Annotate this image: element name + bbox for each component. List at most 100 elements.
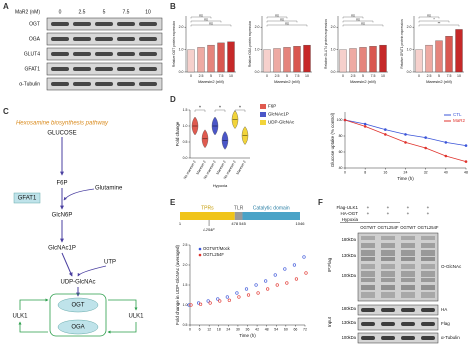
mutation-label: L254F bbox=[203, 227, 215, 232]
bar bbox=[263, 49, 271, 73]
row-label: α-Tubulin bbox=[19, 81, 40, 87]
point bbox=[294, 277, 299, 281]
x-tick-label: 18 bbox=[217, 327, 221, 331]
x-tick-label: 10 bbox=[457, 74, 461, 78]
point bbox=[363, 125, 367, 128]
x-tick-label: 7.5 bbox=[447, 74, 452, 78]
x-tick-label: 60 bbox=[284, 327, 288, 331]
band bbox=[73, 37, 91, 41]
point bbox=[235, 291, 239, 295]
marker-label: 180kDa bbox=[342, 237, 357, 242]
group-label: OGTL254F bbox=[418, 225, 439, 230]
smear bbox=[401, 292, 415, 298]
arrow bbox=[77, 265, 107, 277]
sign: + bbox=[387, 205, 390, 210]
x-tick-label: Maresin 2 bbox=[236, 160, 247, 175]
legend-swatch bbox=[260, 104, 266, 109]
y-tick-label: 0.0 bbox=[183, 156, 188, 160]
bar bbox=[293, 46, 301, 73]
band bbox=[139, 22, 157, 26]
blot bbox=[357, 317, 439, 331]
node: F6P bbox=[56, 181, 67, 187]
domain-label: TPRs bbox=[201, 205, 214, 211]
x-tick-label: 10 bbox=[381, 74, 385, 78]
point bbox=[225, 295, 229, 299]
bar bbox=[455, 29, 463, 73]
bar bbox=[187, 49, 195, 73]
y-axis-label: Relative GLUT4 protein expression bbox=[324, 19, 328, 69]
node: GlcN6P bbox=[52, 213, 73, 219]
band bbox=[117, 67, 135, 71]
smear bbox=[361, 236, 375, 240]
annotation: * bbox=[433, 18, 435, 22]
band bbox=[381, 308, 395, 312]
smear bbox=[381, 271, 395, 277]
bar bbox=[435, 40, 443, 73]
y-tick-label: 0.0 bbox=[179, 70, 184, 74]
smear bbox=[381, 243, 395, 248]
smear bbox=[361, 243, 375, 248]
x-tick-label: 2.5 bbox=[351, 74, 356, 78]
node: OGT bbox=[72, 303, 85, 309]
point bbox=[404, 133, 407, 136]
smear bbox=[421, 243, 435, 248]
domain bbox=[234, 212, 243, 220]
smear bbox=[401, 243, 415, 248]
smear bbox=[401, 257, 415, 261]
row-label: HA-OGT bbox=[341, 211, 359, 216]
y-tick-label: 1.5 bbox=[183, 283, 188, 287]
smear bbox=[421, 278, 435, 282]
legend-label: CTL bbox=[453, 112, 462, 117]
point bbox=[304, 271, 308, 275]
band bbox=[51, 67, 69, 71]
node: ULK1 bbox=[12, 314, 28, 320]
lane-label: 5 bbox=[103, 9, 106, 15]
y-tick-label: 80 bbox=[339, 134, 343, 138]
x-tick-label: 48 bbox=[464, 170, 468, 174]
arrow bbox=[18, 321, 48, 333]
sign: + bbox=[427, 205, 430, 210]
band bbox=[421, 336, 435, 340]
band bbox=[95, 67, 113, 71]
point bbox=[266, 287, 270, 291]
y-tick-label: 0.5 bbox=[183, 323, 188, 327]
panel-label: F bbox=[318, 198, 323, 207]
position-label: 1 bbox=[179, 221, 182, 226]
point bbox=[292, 263, 297, 267]
x-tick-label: 5 bbox=[362, 74, 364, 78]
bracket bbox=[266, 16, 288, 19]
y-tick-label: 0.0 bbox=[255, 70, 260, 74]
arrow bbox=[61, 252, 73, 277]
band bbox=[117, 52, 135, 56]
x-tick-label: 24 bbox=[404, 170, 408, 174]
y-tick-label: 2.0 bbox=[255, 25, 260, 29]
bracket bbox=[234, 109, 246, 112]
sign: + bbox=[367, 211, 370, 216]
legend-label: GlcNAc1P bbox=[268, 112, 289, 117]
point bbox=[444, 154, 448, 158]
smear bbox=[421, 285, 435, 290]
x-tick-label: 10 bbox=[229, 74, 233, 78]
point bbox=[384, 128, 387, 131]
x-tick-label: 7.5 bbox=[371, 74, 376, 78]
point bbox=[283, 267, 287, 271]
bar bbox=[217, 42, 225, 73]
arrow bbox=[19, 298, 49, 310]
x-tick-label: 8 bbox=[364, 170, 366, 174]
y-axis-label: Glucose uptake (% control) bbox=[330, 112, 335, 167]
blot bbox=[357, 304, 439, 316]
panel-label: D bbox=[170, 95, 176, 104]
annotation: ns bbox=[427, 14, 431, 18]
point bbox=[424, 146, 427, 150]
bar bbox=[339, 49, 347, 73]
y-tick-label: 1.0 bbox=[183, 124, 188, 128]
smear bbox=[381, 278, 395, 282]
x-tick-label: 6 bbox=[199, 327, 201, 331]
y-tick-label: 1.0 bbox=[255, 48, 260, 52]
panel-label: C bbox=[3, 107, 9, 116]
point bbox=[302, 255, 306, 259]
node: Glutamine bbox=[95, 186, 123, 192]
point bbox=[198, 302, 203, 306]
x-tick-label: 10 bbox=[305, 74, 309, 78]
band bbox=[361, 322, 375, 326]
